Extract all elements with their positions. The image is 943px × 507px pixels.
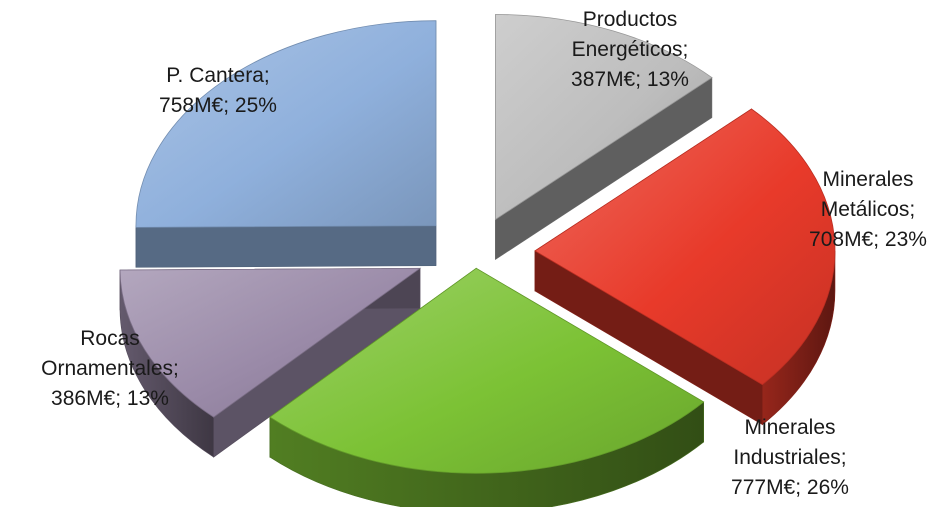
slice-top <box>534 108 836 386</box>
label-line: Industriales; <box>733 446 846 469</box>
slice-minerales-industriales <box>269 267 705 507</box>
label-line: 758M€; 25% <box>159 94 277 117</box>
label-line: 708M€; 23% <box>809 228 927 251</box>
slice-top <box>135 20 437 228</box>
label-line: Rocas <box>80 327 140 350</box>
slice-wall <box>135 225 437 268</box>
label-rocas-ornamentales: Rocas Ornamentales; 386M€; 13% <box>41 327 179 410</box>
slice-productos-energeticos <box>494 14 713 261</box>
slice-rocas-ornamentales <box>119 267 422 458</box>
label-line: Minerales <box>744 416 835 439</box>
label-line: Metálicos; <box>821 198 916 221</box>
slice-top <box>494 14 713 221</box>
label-line: Ornamentales; <box>41 357 179 380</box>
label-line: P. Cantera; <box>166 64 270 87</box>
label-productos-energeticos: Productos Energéticos; 387M€; 13% <box>571 8 689 91</box>
label-minerales-industriales: Minerales Industriales; 777M€; 26% <box>731 416 849 499</box>
slice-p-cantera <box>135 20 437 268</box>
label-line: 777M€; 26% <box>731 476 849 499</box>
slice-top <box>119 267 422 418</box>
label-p-cantera: P. Cantera; 758M€; 25% <box>159 64 277 117</box>
label-line: Productos <box>583 8 678 31</box>
slice-minerales-metalicos <box>534 108 836 426</box>
pie-slices <box>119 14 836 507</box>
slice-labels: Productos Energéticos; 387M€; 13% Minerales… <box>41 8 927 499</box>
label-line: 387M€; 13% <box>571 68 689 91</box>
label-line: Minerales <box>822 168 913 191</box>
label-line: Energéticos; <box>572 38 689 61</box>
label-line: 386M€; 13% <box>51 387 169 410</box>
slice-top <box>269 267 705 474</box>
label-minerales-metalicos: Minerales Metálicos; 708M€; 23% <box>809 168 927 251</box>
